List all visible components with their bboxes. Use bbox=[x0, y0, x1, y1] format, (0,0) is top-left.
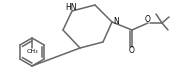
Text: HN: HN bbox=[65, 3, 77, 12]
Text: O: O bbox=[129, 46, 135, 55]
Text: O: O bbox=[145, 15, 151, 25]
Text: CH₃: CH₃ bbox=[26, 49, 38, 54]
Text: N: N bbox=[113, 18, 119, 26]
